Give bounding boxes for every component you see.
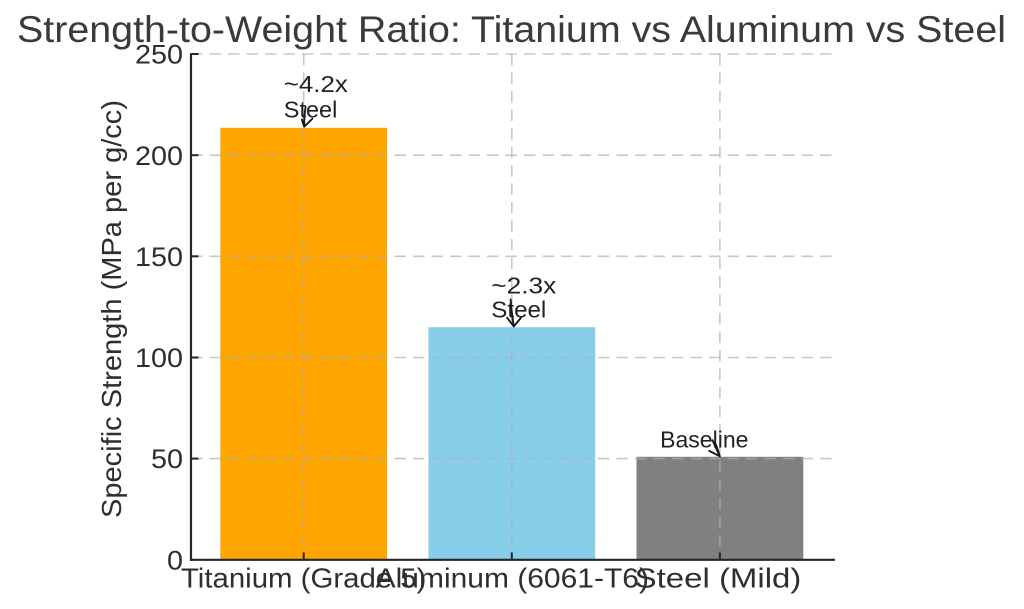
svg-text:Specific Strength (MPa per g/c: Specific Strength (MPa per g/cc) xyxy=(96,100,127,518)
svg-text:100: 100 xyxy=(135,343,183,373)
svg-text:Strength-to-Weight Ratio: Tita: Strength-to-Weight Ratio: Titanium vs Al… xyxy=(17,8,1006,50)
svg-text:50: 50 xyxy=(151,444,183,474)
svg-text:~2.3x: ~2.3x xyxy=(491,273,557,299)
svg-text:~4.2x: ~4.2x xyxy=(284,71,349,97)
svg-text:200: 200 xyxy=(135,141,183,171)
svg-text:Aluminum (6061-T6): Aluminum (6061-T6) xyxy=(376,563,649,594)
svg-text:250: 250 xyxy=(135,40,183,70)
svg-text:Steel: Steel xyxy=(284,97,338,123)
svg-text:150: 150 xyxy=(135,242,183,272)
svg-text:0: 0 xyxy=(167,545,183,575)
svg-text:Steel: Steel xyxy=(491,297,546,323)
svg-text:Baseline: Baseline xyxy=(660,427,748,453)
svg-text:Steel (Mild): Steel (Mild) xyxy=(635,563,802,594)
svg-text:Titanium (Grade 5): Titanium (Grade 5) xyxy=(181,563,427,594)
